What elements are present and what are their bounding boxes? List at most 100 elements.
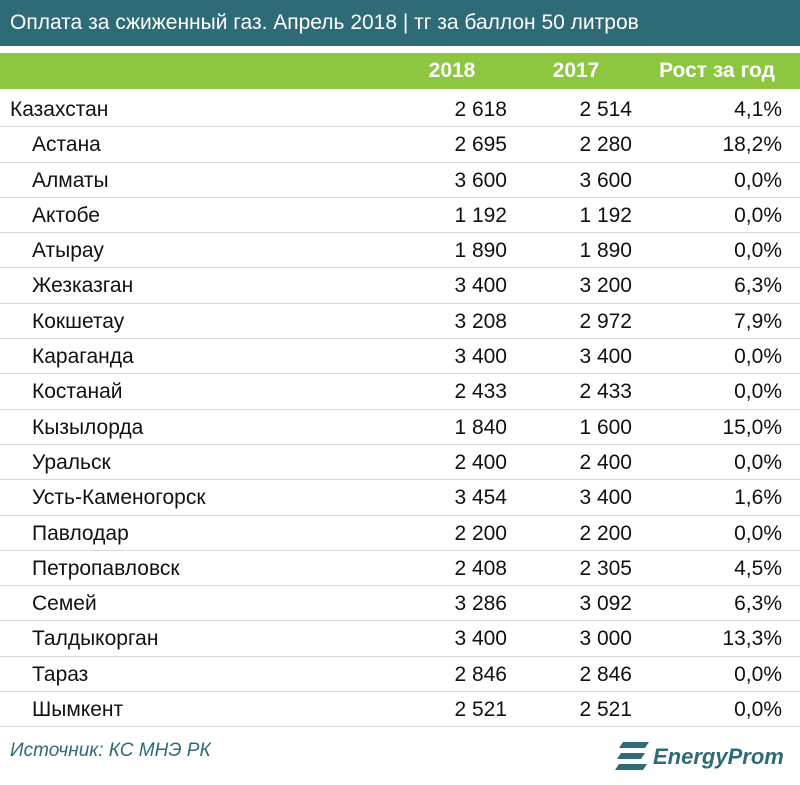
value-2017: 2 400 [579,450,632,474]
city: Костанай [32,380,123,404]
value-2018: 2 695 [454,133,507,157]
value-2017: 3 400 [579,345,632,369]
value-2017: 2 846 [579,662,632,686]
growth: 0,0% [734,450,782,474]
table-row: Казахстан 2 618 2 514 4,1% [0,92,800,128]
table-row: Астана 2 695 2 280 18,2% [0,127,800,163]
city: Казахстан [10,98,109,121]
value-2018: 2 433 [454,380,507,404]
value-2017: 1 600 [579,415,632,439]
city: Павлодар [32,521,129,545]
city: Астана [32,133,101,157]
growth: 0,0% [734,203,782,227]
table-row: Жезказган 3 400 3 200 6,3% [0,268,800,304]
table-row: Кокшетау 3 208 2 972 7,9% [0,304,800,340]
growth: 4,5% [734,556,782,580]
growth: 6,3% [734,274,782,298]
growth: 13,3% [722,627,782,651]
logo-text: EnergyProm [653,744,784,769]
value-2018: 3 400 [454,627,507,651]
source: Источник: КС МНЭ РК [10,740,211,761]
value-2017: 3 200 [579,274,632,298]
city: Кызылорда [32,415,144,439]
city: Петропавловск [32,556,180,580]
table-row: Шымкент 2 521 2 521 0,0% [0,692,800,728]
table-body: Казахстан 2 618 2 514 4,1% Астана 2 695 2 280 1… [0,92,800,728]
table-row: Тараз 2 846 2 846 0,0% [0,657,800,693]
city: Актобе [32,203,100,227]
value-2017: 1 192 [579,203,632,227]
growth: 0,0% [734,521,782,545]
city: Семей [32,592,97,616]
value-2017: 3 000 [579,627,632,651]
city: Караганда [32,345,134,369]
growth: 7,9% [734,309,782,333]
city: Уральск [32,450,111,474]
city: Шымкент [32,698,124,722]
table-row: Костанай 2 433 2 433 0,0% [0,374,800,410]
growth: 1,6% [734,486,782,510]
logo: EnergyProm [615,736,795,776]
value-2017: 3 400 [579,486,632,510]
growth: 4,1% [734,98,782,121]
value-2017: 2 200 [579,521,632,545]
value-2018: 3 400 [454,345,507,369]
value-2017: 3 600 [579,168,632,192]
city: Кокшетау [32,309,125,333]
table-row: Петропавловск 2 408 2 305 4,5% [0,551,800,587]
growth: 0,0% [734,345,782,369]
growth: 6,3% [734,592,782,616]
value-2018: 2 618 [454,98,507,121]
table-row: Уральск 2 400 2 400 0,0% [0,445,800,481]
value-2017: 2 305 [579,556,632,580]
table-row: Караганда 3 400 3 400 0,0% [0,339,800,375]
value-2018: 3 454 [454,486,507,510]
value-2017: 2 521 [579,698,632,722]
value-2018: 2 200 [454,521,507,545]
value-2018: 1 840 [454,415,507,439]
city: Усть-Каменогорск [32,486,206,510]
growth: 18,2% [722,133,782,157]
table-row: Павлодар 2 200 2 200 0,0% [0,516,800,551]
value-2017: 1 890 [579,239,632,263]
value-2018: 3 600 [454,168,507,192]
growth: 0,0% [734,662,782,686]
city: Жезказган [32,274,134,298]
growth: 0,0% [734,380,782,404]
value-2017: 2 433 [579,380,632,404]
value-2018: 3 208 [454,309,507,333]
growth: 0,0% [734,168,782,192]
table-row: Атырау 1 890 1 890 0,0% [0,233,800,269]
city: Атырау [32,239,104,263]
growth: 0,0% [734,698,782,722]
city: Тараз [32,662,89,686]
growth: 0,0% [734,239,782,263]
value-2018: 1 890 [454,239,507,263]
header-row: 2018 2017 Рост за год [0,53,800,89]
column-header: 2018 [428,59,476,82]
table-row: Усть-Каменогорск 3 454 3 400 1,6% [0,480,800,516]
value-2018: 3 286 [454,592,507,616]
value-2018: 2 846 [454,662,507,686]
column-header: 2017 [552,59,600,82]
value-2017: 3 092 [579,592,632,616]
logo-icon [615,742,649,770]
table-row: Алматы 3 600 3 600 0,0% [0,163,800,198]
table-row: Актобе 1 192 1 192 0,0% [0,198,800,234]
value-2018: 2 408 [454,556,507,580]
table-row: Кызылорда 1 840 1 600 15,0% [0,410,800,445]
value-2017: 2 514 [579,98,632,121]
city: Талдыкорган [32,627,159,651]
city: Алматы [32,168,109,192]
value-2017: 2 280 [579,133,632,157]
title: Оплата за сжиженный газ. Апрель 2018 | т… [0,0,800,46]
value-2018: 3 400 [454,274,507,298]
value-2018: 1 192 [454,203,507,227]
table-row: Талдыкорган 3 400 3 000 13,3% [0,621,800,657]
value-2018: 2 400 [454,450,507,474]
table-row: Семей 3 286 3 092 6,3% [0,586,800,622]
value-2018: 2 521 [454,698,507,722]
growth: 15,0% [722,415,782,439]
column-header: Рост за год [659,59,775,82]
